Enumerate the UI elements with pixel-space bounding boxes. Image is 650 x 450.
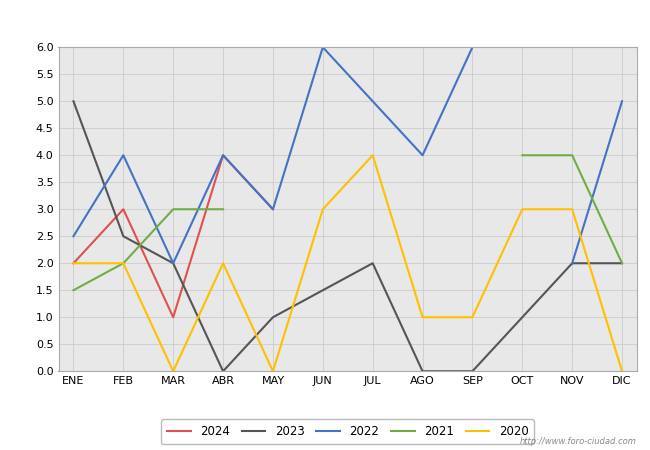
Legend: 2024, 2023, 2022, 2021, 2020: 2024, 2023, 2022, 2021, 2020 xyxy=(161,419,534,444)
Text: Matriculaciones de Vehiculos en Castillonroy: Matriculaciones de Vehiculos en Castillo… xyxy=(155,15,495,30)
Text: http://www.foro-ciudad.com: http://www.foro-ciudad.com xyxy=(520,436,637,446)
